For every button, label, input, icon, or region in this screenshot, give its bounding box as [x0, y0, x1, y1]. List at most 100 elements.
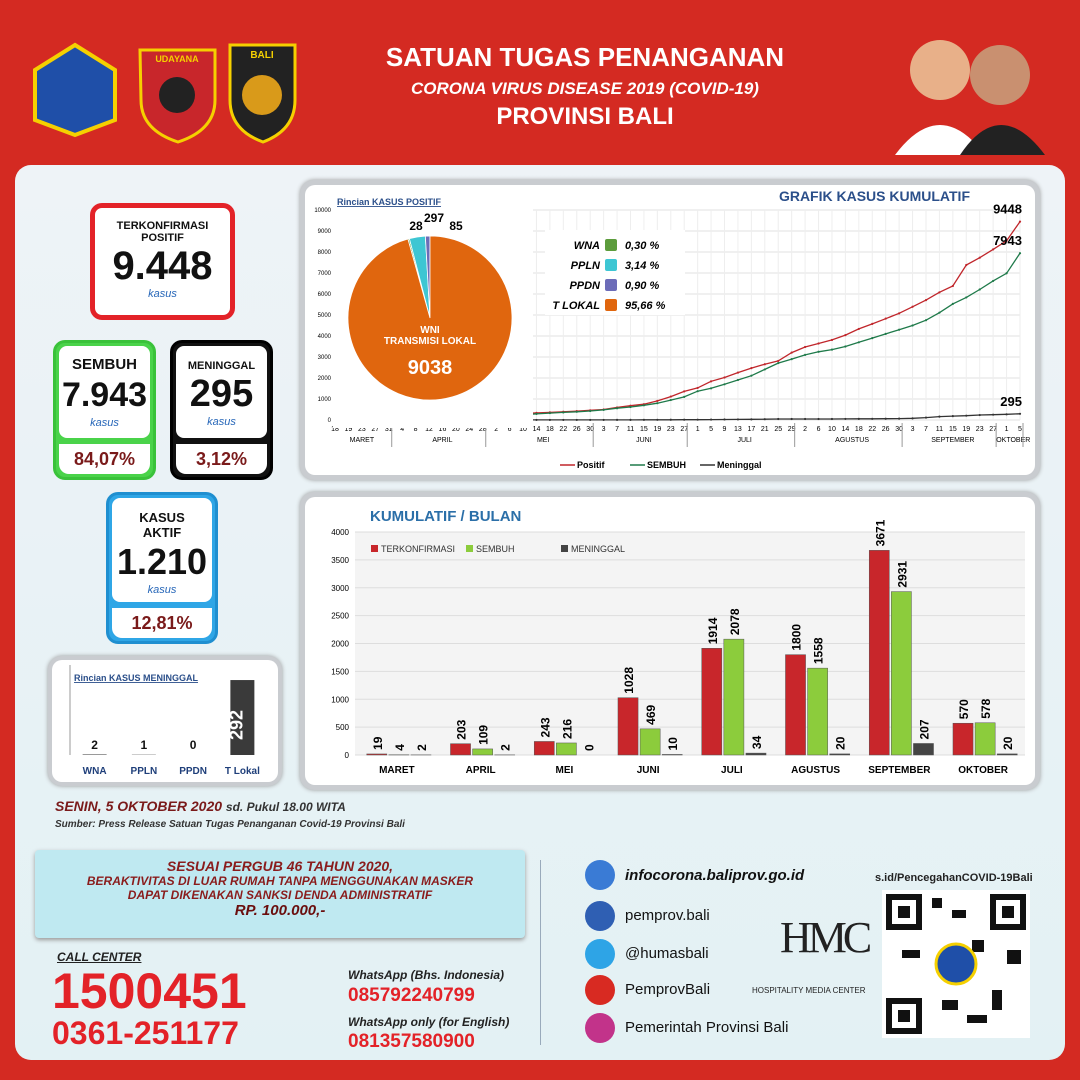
legend-swatch: [605, 239, 617, 251]
value-label: 1800: [790, 624, 804, 651]
x-tick-label: 15: [949, 426, 957, 433]
header-title: SATUAN TUGAS PENANGANAN: [385, 42, 785, 72]
bar: [661, 754, 683, 756]
month-label: AGUSTUS: [835, 437, 869, 444]
y-tick-label: 2000: [318, 376, 332, 382]
end-label: 295: [1000, 394, 1022, 409]
bar: [639, 728, 661, 756]
legend-swatch: [605, 259, 617, 271]
card-percent: 12,81%: [112, 608, 212, 638]
card-label: TERKONFIRMASI POSITIF: [116, 220, 209, 244]
x-tick-label: 29: [788, 426, 796, 433]
point: [871, 417, 874, 420]
value-label: 203: [455, 719, 469, 739]
logo-emblem: [159, 77, 195, 113]
point: [884, 332, 887, 335]
point: [548, 411, 552, 415]
x-tick-label: 3: [911, 426, 915, 433]
wa-label: WhatsApp (Bhs. Indonesia): [348, 968, 504, 982]
x-tick-label: 31: [385, 426, 393, 433]
point: [750, 367, 753, 370]
y-tick-label: 2000: [331, 640, 349, 649]
logo-province: [33, 42, 117, 138]
pie-title: Rincian KASUS POSITIF: [337, 197, 442, 207]
x-tick-label: 25: [774, 426, 782, 433]
line-chart: GRAFIK KASUS KUMULATIF 0 1000 2000 3000 4000 5…: [305, 185, 1035, 475]
point: [817, 342, 820, 345]
x-tick-label: 14: [533, 426, 541, 433]
point: [736, 378, 740, 382]
x-tick-label: 30: [586, 426, 594, 433]
notice: SESUAI PERGUB 46 TAHUN 2020, BERAKTIVITA…: [35, 850, 525, 938]
y-tick-label: 4000: [318, 334, 332, 340]
slice-label: 28: [409, 219, 423, 233]
card-label: SEMBUH: [71, 356, 137, 373]
call-center-label: CALL CENTER: [57, 950, 142, 964]
x-tick-label: 6: [817, 426, 821, 433]
value-label: 1914: [706, 617, 720, 644]
point: [669, 418, 672, 421]
point: [924, 416, 928, 419]
value-label: 109: [477, 725, 491, 745]
bar: [785, 654, 806, 756]
point: [911, 417, 914, 420]
value-label: 578: [979, 698, 993, 718]
x-tick-label: 1: [696, 426, 700, 433]
legend-label: SEMBUH: [647, 460, 686, 470]
point: [736, 418, 740, 421]
call-number: 1500451: [52, 963, 247, 1019]
value-label: 2078: [728, 608, 742, 635]
legend-percent: 95,66 %: [625, 300, 666, 312]
x-tick-label: JULI: [721, 765, 743, 776]
icon-youtube: [585, 975, 615, 1005]
value-label: 2931: [895, 561, 909, 588]
x-tick-label: MEI: [555, 765, 573, 776]
x-tick-label: 4: [400, 426, 404, 433]
x-tick-label: 11: [627, 426, 634, 433]
point: [871, 337, 874, 340]
bar: [556, 742, 577, 756]
header-province: PROVINSI BALI: [496, 103, 674, 130]
point: [817, 417, 820, 421]
bar: [366, 753, 388, 756]
x-tick-label: 22: [868, 426, 876, 433]
value-label: 0: [582, 744, 596, 751]
point: [844, 345, 847, 348]
point: [830, 338, 834, 342]
bar: [701, 648, 723, 756]
card-value: 1.210: [116, 541, 208, 582]
y-tick-label: 7000: [318, 271, 332, 277]
point: [535, 418, 538, 422]
deaths-chart: Rincian KASUS MENINGGAL 2 WNA 1 PPLN 0 PPDN 292…: [52, 660, 278, 782]
x-tick-label: MARET: [379, 765, 415, 776]
point: [683, 390, 686, 393]
legend-percent: 0,30 %: [625, 240, 659, 252]
y-tick-label: 0: [345, 751, 350, 760]
header-subtitle: CORONA VIRUS DISEASE 2019 (COVID-19): [411, 79, 759, 98]
point: [978, 288, 981, 291]
hmc-logo: HMC: [780, 913, 872, 962]
logo-text: BALI: [250, 50, 274, 61]
point: [938, 311, 941, 314]
month-label: OKTOBER: [996, 437, 1030, 444]
x-tick-label: 7: [615, 426, 619, 433]
legend-swatch: [466, 545, 473, 552]
x-tick-label: 21: [761, 426, 769, 433]
x-tick-label: 23: [976, 426, 984, 433]
pie-center-value: 9038: [408, 357, 453, 379]
point: [938, 291, 941, 294]
point: [830, 348, 834, 351]
month-label: JUNI: [636, 437, 652, 444]
legend-label: Positif: [577, 460, 606, 470]
value-label: 10: [666, 737, 680, 751]
point: [790, 358, 793, 361]
point: [723, 418, 726, 421]
bar: [82, 754, 107, 755]
point: [1005, 239, 1008, 242]
link: pemprov.bali: [625, 907, 710, 924]
x-tick-label: 17: [747, 426, 755, 433]
notice-line: DAPAT DIKENAKAN SANKSI DENDA ADMINISTRAT…: [127, 888, 433, 902]
card-deaths: MENINGGAL 295 kasus 3,12%: [170, 340, 273, 480]
x-tick-label: OKTOBER: [958, 765, 1009, 776]
